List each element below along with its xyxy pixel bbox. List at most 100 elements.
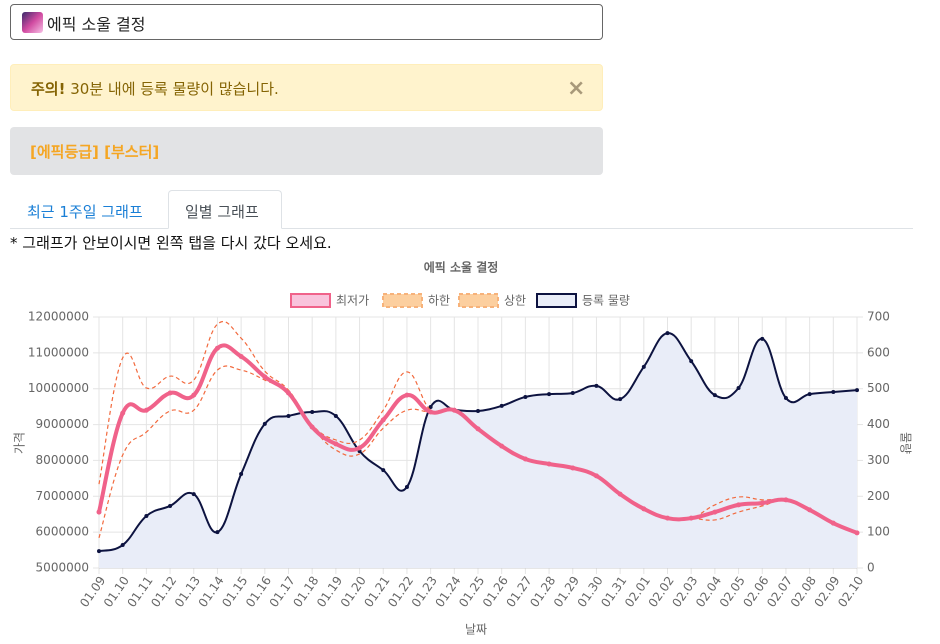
data-point [499,403,504,408]
y-tick-label: 5000000 [36,561,89,575]
data-point [428,405,433,410]
data-point [523,394,528,399]
y-tick-label: 12000000 [28,310,89,324]
data-point [831,389,836,394]
data-point [522,456,528,462]
data-point [168,503,173,508]
legend-swatch [458,293,499,308]
tab-line [10,228,913,229]
data-point [476,408,480,413]
data-point [310,410,315,415]
data-point [191,492,196,497]
y2-tick-label: 300 [867,453,890,467]
search-input[interactable]: 에픽 소울 결정 [10,4,603,40]
data-point [404,392,410,398]
data-point [594,383,599,388]
volume-area [99,333,857,568]
data-point [143,407,149,413]
data-point [475,426,481,432]
data-point [357,445,363,451]
data-point [167,390,173,396]
data-point [499,443,505,449]
data-point [120,543,125,548]
data-point [688,515,694,521]
y2-tick-label: 700 [867,310,890,324]
x-tick-label: 02.10 [835,574,866,610]
data-point [286,413,291,418]
data-point [546,461,552,467]
data-point [215,530,220,535]
legend-swatch [536,293,577,308]
data-point [617,491,623,497]
close-button[interactable]: × [567,76,586,101]
data-point [665,331,670,336]
legend-label: 등록 물량 [582,294,630,308]
data-point [262,374,268,380]
data-point [428,409,434,415]
data-point [120,410,126,416]
data-point [593,473,599,479]
data-point [404,484,409,489]
search-text: 에픽 소울 결정 [47,15,146,34]
data-point [855,388,859,393]
data-point [96,509,102,515]
y2-tick-label: 100 [867,525,890,539]
data-point [451,407,457,413]
data-point [712,509,718,515]
y2-axis-label: 물량 [899,432,913,454]
alert-strong: 주의! [31,80,66,98]
data-point [807,392,812,397]
y2-tick-label: 0 [867,561,875,575]
data-point [286,390,291,396]
data-point [689,359,694,364]
y2-tick-label: 500 [867,381,890,395]
data-point [665,515,670,521]
tab-text: 일별 그래프 [185,203,259,221]
tags: [에픽등급] [부스터] [30,143,160,161]
y-tick-label: 9000000 [36,417,89,431]
alert-message: 주의! 30분 내에 등록 물량이 많습니다. [31,78,279,99]
tab-active[interactable]: 일별 그래프 [168,190,282,229]
y-tick-label: 8000000 [36,453,89,467]
item-icon [22,12,43,33]
data-point [144,514,149,519]
data-point [381,468,386,473]
legend-swatch [382,293,423,308]
chart: 에픽 소울 결정 날짜 가격 물량 5000000 6000000 7000000 8… [13,260,913,637]
data-point [333,441,339,447]
data-point [214,345,220,351]
legend-swatch [290,293,331,308]
chart-title: 에픽 소울 결정 [424,260,499,275]
tab[interactable]: 최근 1주일 그래프 [27,203,143,221]
data-point [380,417,386,423]
data-point [783,497,789,503]
data-point [736,385,741,390]
legend-label: 최저가 [336,294,369,308]
data-point [97,549,101,554]
alert: 주의! 30분 내에 등록 물량이 많습니다. × [10,64,603,111]
data-point [570,465,576,471]
x-axis-label: 날짜 [465,623,487,637]
legend-label: 하한 [428,294,450,308]
data-point [309,424,315,430]
y-tick-label: 11000000 [28,345,89,359]
data-point [239,472,244,477]
y-axis-label: 가격 [13,432,27,454]
data-point [641,364,646,369]
data-point [712,393,717,398]
y-tick-label: 10000000 [28,381,89,395]
y2-tick-label: 400 [867,417,890,431]
data-point [830,520,836,526]
data-point [333,413,338,418]
data-point [807,507,813,513]
y2-tick-label: 200 [867,489,890,503]
data-point [570,391,575,396]
alert-text: 30분 내에 등록 물량이 많습니다. [70,80,279,98]
data-point [238,353,244,359]
data-point [618,397,623,402]
note: * 그래프가 안보이시면 왼쪽 탭을 다시 갔다 오세요. [10,234,332,252]
data-point [760,336,765,341]
data-point [191,392,197,398]
y2-tick-label: 600 [867,345,890,359]
